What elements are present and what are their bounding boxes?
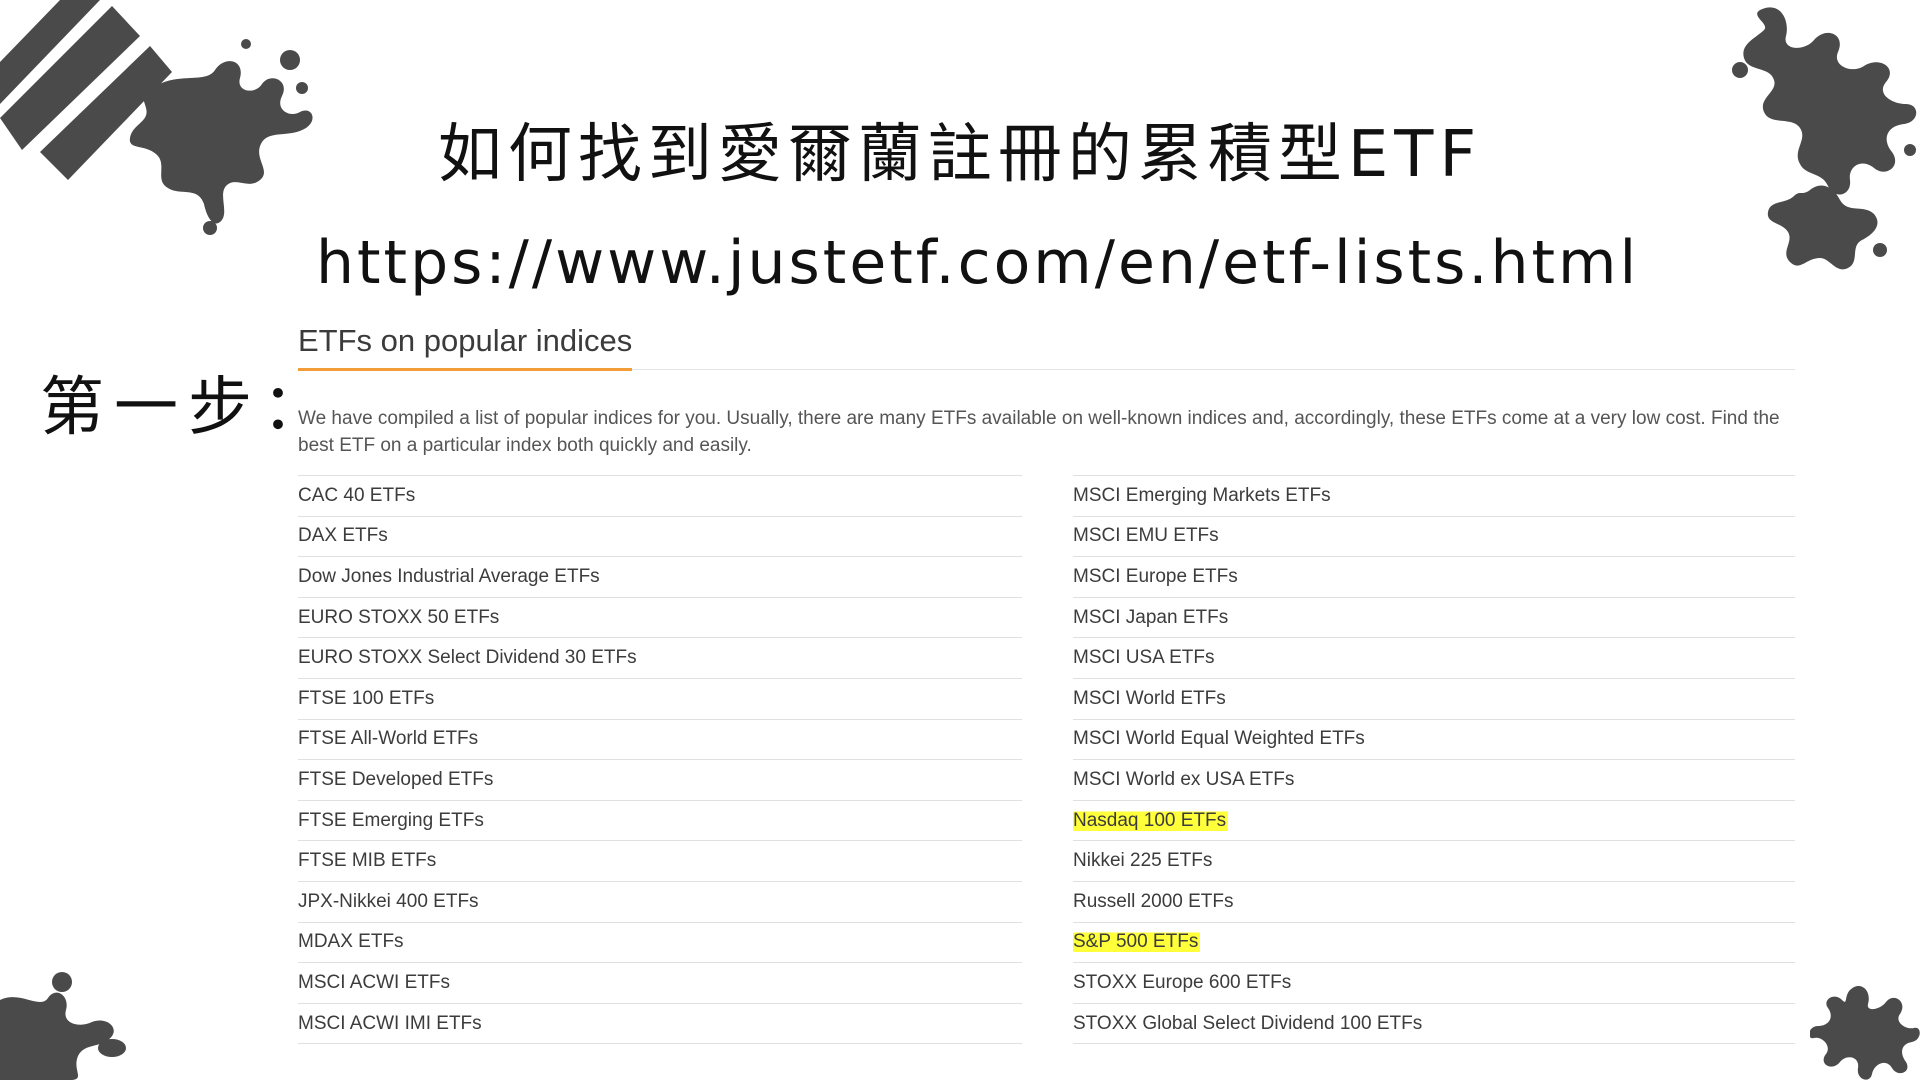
index-list-row: MSCI World ex USA ETFs <box>1073 760 1795 801</box>
index-link-dax-etfs[interactable]: DAX ETFs <box>298 525 388 547</box>
index-list-row: MSCI Japan ETFs <box>1073 598 1795 639</box>
index-list-row: Nikkei 225 ETFs <box>1073 841 1795 882</box>
index-link-euro-stoxx-50-etfs[interactable]: EURO STOXX 50 ETFs <box>298 606 500 628</box>
index-list-row: MSCI World Equal Weighted ETFs <box>1073 720 1795 761</box>
index-link-msci-acwi-etfs[interactable]: MSCI ACWI ETFs <box>298 971 450 993</box>
heading-underline <box>298 368 1795 371</box>
website-url: https://www.justetf.com/en/etf-lists.htm… <box>316 228 1640 298</box>
right-index-list: MSCI Emerging Markets ETFs MSCI EMU ETFs M… <box>1073 475 1795 1045</box>
index-link-msci-emu-etfs[interactable]: MSCI EMU ETFs <box>1073 525 1219 547</box>
index-list-row: Russell 2000 ETFs <box>1073 882 1795 923</box>
index-list-row: FTSE Emerging ETFs <box>298 801 1022 842</box>
index-link-jpx-nikkei-400-etfs[interactable]: JPX-Nikkei 400 ETFs <box>298 890 479 912</box>
index-link-cac-40-etfs[interactable]: CAC 40 ETFs <box>298 484 416 506</box>
index-list-row: FTSE Developed ETFs <box>298 760 1022 801</box>
index-list-row: FTSE All-World ETFs <box>298 720 1022 761</box>
index-list-row: CAC 40 ETFs <box>298 476 1022 517</box>
index-link-ftse-developed-etfs[interactable]: FTSE Developed ETFs <box>298 768 494 790</box>
index-link-nasdaq-100-etfs[interactable]: Nasdaq 100 ETFs <box>1073 808 1229 833</box>
index-list-row: MSCI Emerging Markets ETFs <box>1073 476 1795 517</box>
index-list-row: MSCI World ETFs <box>1073 679 1795 720</box>
index-link-ftse-emerging-etfs[interactable]: FTSE Emerging ETFs <box>298 809 484 831</box>
step-label: 第一步： <box>40 371 336 445</box>
index-list-row: JPX-Nikkei 400 ETFs <box>298 882 1022 923</box>
index-link-msci-world-equal-weighted-etfs[interactable]: MSCI World Equal Weighted ETFs <box>1073 728 1365 750</box>
index-link-msci-acwi-imi-etfs[interactable]: MSCI ACWI IMI ETFs <box>298 1012 482 1034</box>
index-list-row: FTSE MIB ETFs <box>298 841 1022 882</box>
index-link-dow-jones-industrial-average-etfs[interactable]: Dow Jones Industrial Average ETFs <box>298 565 600 587</box>
index-list-row: EURO STOXX 50 ETFs <box>298 598 1022 639</box>
section-intro: We have compiled a list of popular indic… <box>298 408 1780 456</box>
index-list-row: DAX ETFs <box>298 517 1022 558</box>
paint-splash-bottom-right-decoration <box>1810 980 1920 1080</box>
paint-splash-top-right-decoration <box>1730 0 1920 280</box>
index-list-row: Dow Jones Industrial Average ETFs <box>298 557 1022 598</box>
index-link-sandp-500-etfs[interactable]: S&P 500 ETFs <box>1073 930 1201 955</box>
index-list-row: STOXX Global Select Dividend 100 ETFs <box>1073 1004 1795 1045</box>
index-link-msci-japan-etfs[interactable]: MSCI Japan ETFs <box>1073 606 1229 628</box>
index-link-stoxx-global-select-dividend-100-etfs[interactable]: STOXX Global Select Dividend 100 ETFs <box>1073 1012 1423 1034</box>
index-list-row: S&P 500 ETFs <box>1073 923 1795 964</box>
index-list-row: STOXX Europe 600 ETFs <box>1073 963 1795 1004</box>
index-link-ftse-all-world-etfs[interactable]: FTSE All-World ETFs <box>298 728 479 750</box>
paint-splash-bottom-left-decoration <box>0 970 140 1080</box>
index-link-msci-world-etfs[interactable]: MSCI World ETFs <box>1073 687 1226 709</box>
index-link-msci-europe-etfs[interactable]: MSCI Europe ETFs <box>1073 565 1238 587</box>
slide-title: 如何找到愛爾蘭註冊的累積型ETF <box>437 118 1483 192</box>
index-list-row: MDAX ETFs <box>298 923 1022 964</box>
index-list-row: MSCI USA ETFs <box>1073 638 1795 679</box>
index-link-msci-world-ex-usa-etfs[interactable]: MSCI World ex USA ETFs <box>1073 768 1295 790</box>
index-link-msci-emerging-markets-etfs[interactable]: MSCI Emerging Markets ETFs <box>1073 484 1331 506</box>
index-link-msci-usa-etfs[interactable]: MSCI USA ETFs <box>1073 647 1215 669</box>
index-link-euro-stoxx-select-dividend-30-etfs[interactable]: EURO STOXX Select Dividend 30 ETFs <box>298 647 637 669</box>
index-link-russell-2000-etfs[interactable]: Russell 2000 ETFs <box>1073 890 1234 912</box>
index-list-row: FTSE 100 ETFs <box>298 679 1022 720</box>
index-list-row: EURO STOXX Select Dividend 30 ETFs <box>298 638 1022 679</box>
index-link-columns: CAC 40 ETFs DAX ETFs Dow Jones Industrial … <box>298 475 1795 1045</box>
index-list-row: MSCI ACWI IMI ETFs <box>298 1004 1022 1045</box>
paint-stripes-top-left-decoration <box>0 0 320 240</box>
index-link-ftse-100-etfs[interactable]: FTSE 100 ETFs <box>298 687 435 709</box>
section-heading: ETFs on popular indices <box>298 323 633 358</box>
left-index-list: CAC 40 ETFs DAX ETFs Dow Jones Industrial … <box>298 475 1022 1045</box>
index-link-mdax-etfs[interactable]: MDAX ETFs <box>298 931 404 953</box>
etf-indices-panel: ETFs on popular indices We have compiled… <box>298 320 1795 1045</box>
index-list-row: Nasdaq 100 ETFs <box>1073 801 1795 842</box>
index-list-row: MSCI Europe ETFs <box>1073 557 1795 598</box>
index-list-row: MSCI EMU ETFs <box>1073 517 1795 558</box>
index-list-row: MSCI ACWI ETFs <box>298 963 1022 1004</box>
index-link-stoxx-europe-600-etfs[interactable]: STOXX Europe 600 ETFs <box>1073 971 1292 993</box>
index-link-nikkei-225-etfs[interactable]: Nikkei 225 ETFs <box>1073 850 1213 872</box>
index-link-ftse-mib-etfs[interactable]: FTSE MIB ETFs <box>298 850 437 872</box>
